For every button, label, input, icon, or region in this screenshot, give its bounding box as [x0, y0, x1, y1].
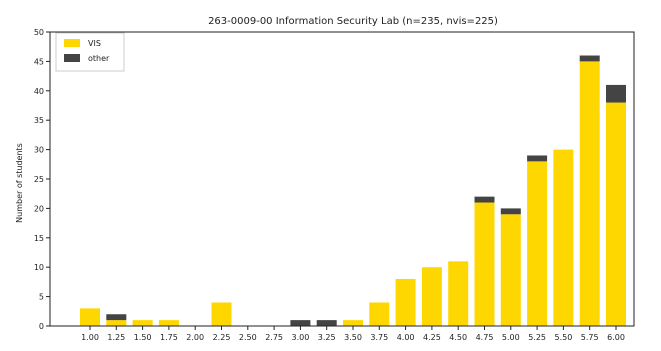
bar-vis-6.00 [606, 102, 626, 326]
y-tick-label-0: 0 [39, 322, 44, 331]
bars-layer [80, 55, 626, 327]
bar-vis-5.00 [500, 214, 521, 326]
x-tick-label-1.75: 1.75 [160, 333, 178, 342]
bar-vis-1.75 [158, 320, 179, 326]
x-tick-label-5.50: 5.50 [554, 333, 572, 342]
x-tick-label-3.50: 3.50 [344, 333, 362, 342]
x-tick-label-2.25: 2.25 [213, 333, 231, 342]
bar-vis-1.00 [80, 308, 100, 326]
legend-frame [55, 32, 125, 72]
bar-other-4.75 [474, 196, 495, 203]
y-tick-label-35: 35 [34, 116, 44, 125]
legend: VIS other [55, 32, 125, 72]
y-tick-label-20: 20 [34, 204, 44, 213]
y-tick-label-5: 5 [39, 293, 44, 302]
ticks-layer: 0 5 10 15 20 25 30 35 40 45 50 1.00 1.25 1.50 1.75 2.00… [34, 28, 625, 342]
legend-swatch-other [64, 54, 80, 62]
x-tick-label-3.75: 3.75 [370, 333, 388, 342]
x-tick-label-3.00: 3.00 [291, 333, 309, 342]
bar-vis-3.50 [343, 320, 363, 326]
y-tick-label-45: 45 [34, 57, 44, 66]
x-tick-label-5.75: 5.75 [581, 333, 599, 342]
x-tick-label-3.25: 3.25 [318, 333, 336, 342]
bar-other-1.25 [106, 314, 127, 321]
x-tick-label-4.00: 4.00 [397, 333, 415, 342]
bar-other-5.75 [579, 55, 600, 62]
y-tick-label-10: 10 [34, 263, 44, 272]
x-tick-label-2.50: 2.50 [239, 333, 257, 342]
legend-swatch-vis [64, 39, 80, 47]
x-tick-label-5.25: 5.25 [528, 333, 546, 342]
y-tick-label-30: 30 [34, 146, 44, 155]
chart-title: 263-0009-00 Information Security Lab (n=… [208, 16, 498, 27]
bar-vis-1.50 [132, 320, 153, 326]
x-tick-label-4.50: 4.50 [449, 333, 467, 342]
bar-other-5.25 [527, 155, 548, 162]
bar-other-5.00 [500, 208, 521, 215]
legend-label-vis: VIS [88, 39, 101, 48]
bar-vis-4.50 [448, 261, 469, 326]
x-tick-label-5.00: 5.00 [502, 333, 520, 342]
x-tick-label-1.00: 1.00 [81, 333, 99, 342]
bar-other-3.00 [290, 320, 311, 326]
x-tick-label-2.75: 2.75 [265, 333, 283, 342]
x-tick-label-6.00: 6.00 [607, 333, 625, 342]
bar-vis-5.75 [579, 61, 600, 327]
bar-other-6.00 [606, 84, 626, 103]
bar-vis-5.50 [553, 149, 574, 326]
bar-vis-1.25 [106, 320, 127, 326]
legend-label-other: other [88, 54, 110, 63]
bar-vis-4.00 [395, 278, 416, 326]
x-tick-label-2.00: 2.00 [186, 333, 204, 342]
y-axis-label: Number of students [15, 143, 24, 223]
y-tick-label-15: 15 [34, 234, 44, 243]
bar-vis-4.75 [474, 202, 495, 326]
x-tick-label-4.25: 4.25 [423, 333, 441, 342]
bar-other-3.25 [316, 320, 337, 326]
y-tick-label-50: 50 [34, 28, 44, 37]
bar-vis-2.25 [211, 302, 232, 326]
bar-vis-4.25 [421, 267, 442, 326]
x-tick-label-1.50: 1.50 [134, 333, 152, 342]
bar-vis-3.75 [369, 302, 390, 326]
y-tick-label-40: 40 [34, 87, 44, 96]
x-tick-label-4.75: 4.75 [476, 333, 494, 342]
x-tick-label-1.25: 1.25 [107, 333, 125, 342]
y-tick-label-25: 25 [34, 175, 44, 184]
bar-vis-5.25 [527, 161, 548, 326]
